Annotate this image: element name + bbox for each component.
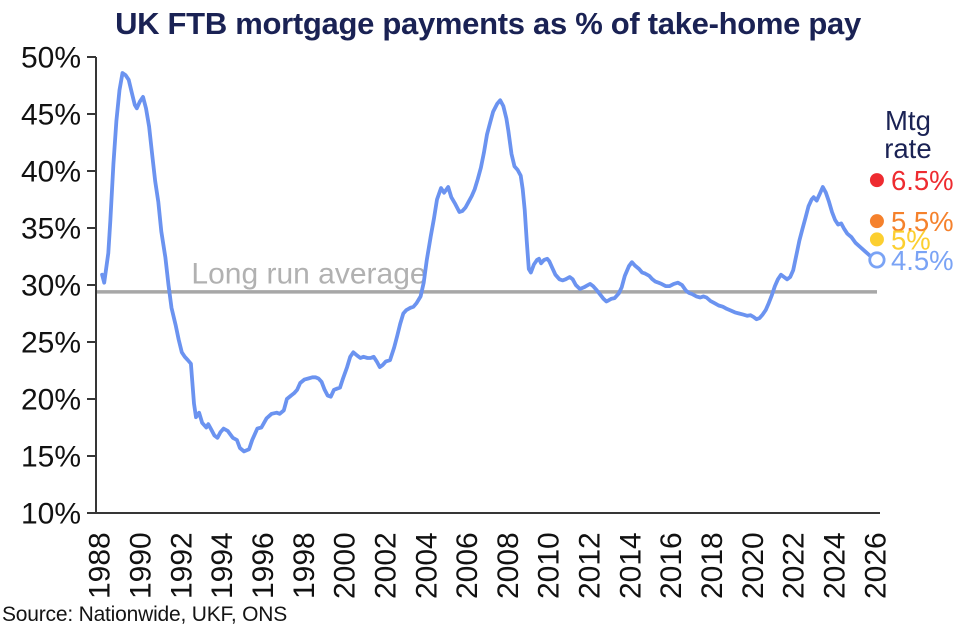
x-tick-label: 1996	[247, 532, 280, 599]
x-tick-label: 2012	[574, 532, 607, 599]
x-tick-label: 2006	[451, 532, 484, 599]
y-tick-label: 40%	[21, 156, 81, 189]
scenario-label: 6.5%	[891, 165, 954, 196]
y-tick-label: 45%	[21, 99, 81, 132]
x-tick-label: 2008	[492, 532, 525, 599]
axes-group: 10%15%20%25%30%35%40%45%50%1988 1990 1992 1…	[21, 42, 892, 600]
x-tick-label: 2000	[329, 532, 362, 599]
x-tick-label: 2002	[369, 532, 402, 599]
long-run-average-label: Long run average	[191, 257, 426, 290]
ftb-payments-line	[100, 71, 878, 454]
x-tick-label: 1992	[165, 532, 198, 599]
y-tick-label: 35%	[21, 213, 81, 246]
x-tick-label: 1998	[288, 532, 321, 599]
x-tick-label: 2022	[778, 532, 811, 599]
x-tick-label: 2018	[696, 532, 729, 599]
line-end-open-marker	[868, 251, 886, 269]
y-tick-label: 30%	[21, 270, 81, 303]
scenario-marker	[869, 214, 884, 229]
chart-title: UK FTB mortgage payments as % of take-ho…	[115, 6, 861, 41]
scenario-marker	[869, 232, 884, 247]
x-tick-label: 2014	[614, 532, 647, 599]
y-tick-label: 15%	[21, 441, 81, 474]
x-tick-label: 1994	[206, 532, 239, 599]
y-tick-label: 10%	[21, 498, 81, 531]
x-tick-label: 1988	[84, 532, 117, 599]
average-line-group: Long run average	[96, 257, 877, 294]
scenario-marker	[869, 173, 884, 188]
scenario-label: 4.5%	[891, 245, 954, 276]
legend-title: rate	[884, 133, 931, 164]
scenario-label: 5%	[891, 224, 931, 255]
x-tick-label: 1990	[124, 532, 157, 599]
y-tick-label: 50%	[21, 42, 81, 75]
x-tick-label: 2020	[737, 532, 770, 599]
x-tick-label: 2024	[819, 532, 852, 599]
y-tick-label: 20%	[21, 384, 81, 417]
scenario-label: 5.5%	[891, 206, 954, 237]
y-tick-label: 25%	[21, 327, 81, 360]
series-group	[100, 71, 878, 454]
legend-title: Mtg	[885, 105, 931, 136]
source-note: Source: Nationwide, UKF, ONS	[2, 603, 288, 626]
x-tick-label: 2010	[533, 532, 566, 599]
x-tick-label: 2004	[410, 532, 443, 599]
x-tick-label: 2016	[655, 532, 688, 599]
x-tick-label: 2026	[859, 532, 892, 599]
